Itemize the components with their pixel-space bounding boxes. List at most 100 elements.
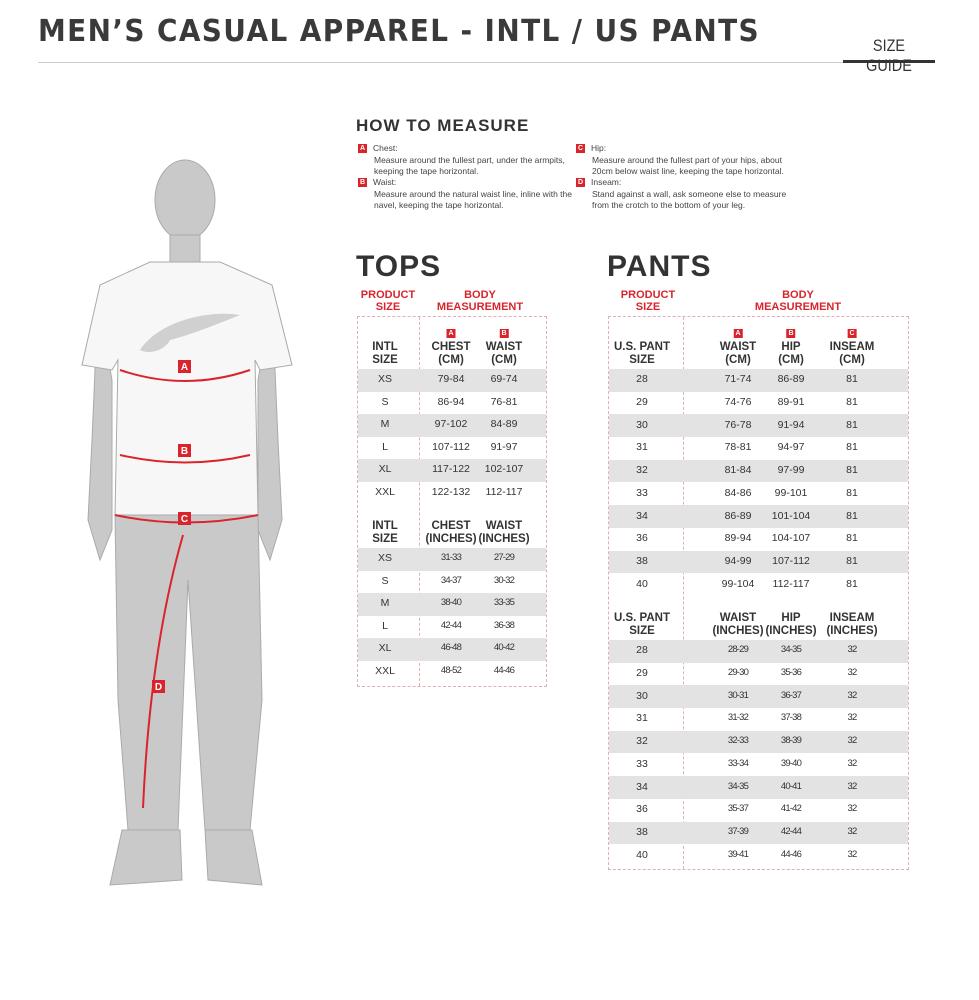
table-cell: 117-122 bbox=[432, 463, 470, 476]
column-header: HIP (INCHES) bbox=[765, 612, 816, 637]
table-cell: 34-35 bbox=[780, 644, 802, 656]
table-cell: XS bbox=[377, 373, 393, 386]
figure-head bbox=[154, 159, 216, 241]
table-cell: 81 bbox=[846, 373, 858, 386]
table-row: 31 78-81 94-97 81 bbox=[609, 437, 908, 460]
badge-b: B bbox=[358, 178, 367, 188]
table-cell: 29 bbox=[636, 667, 648, 680]
column-header: C INSEAM (CM) bbox=[830, 329, 874, 366]
table-cell: 28-29 bbox=[727, 644, 749, 656]
column-header-line: HIP bbox=[781, 612, 801, 624]
pants-title: PANTS bbox=[607, 250, 712, 283]
table-cell: 39-41 bbox=[727, 848, 749, 860]
table-cell: 81 bbox=[846, 441, 858, 454]
column-header: B HIP (CM) bbox=[778, 329, 804, 366]
table-row: XS 31-33 27-29 bbox=[358, 548, 546, 571]
column-divider bbox=[419, 317, 420, 686]
table-cell: 33-34 bbox=[727, 757, 749, 769]
table-cell: 42-44 bbox=[440, 619, 462, 631]
table-row: 38 37-39 42-44 32 bbox=[609, 821, 908, 845]
column-header-line: U.S. PANT bbox=[613, 612, 671, 624]
badge-c: C bbox=[847, 329, 857, 338]
table-cell: 38 bbox=[636, 554, 648, 567]
table-cell: 44-46 bbox=[493, 664, 515, 676]
table-cell: 84-89 bbox=[490, 418, 518, 431]
table-row: S 34-37 30-32 bbox=[358, 571, 546, 594]
measure-text: Stand against a wall, ask someone else t… bbox=[592, 188, 787, 211]
column-header: U.S. PANT SIZE bbox=[614, 341, 670, 366]
table-cell: 34 bbox=[636, 780, 648, 793]
table-cell: 38-40 bbox=[440, 597, 462, 609]
column-header: A CHEST (CM) bbox=[432, 329, 470, 366]
column-header-line: (CM) bbox=[725, 353, 751, 366]
table-cell: 81 bbox=[846, 509, 858, 522]
column-header-line: U.S. PANT bbox=[613, 341, 671, 353]
table-cell: 81 bbox=[846, 532, 858, 545]
table-row: 28 28-29 34-35 32 bbox=[609, 640, 908, 663]
table-cell: 46-48 bbox=[440, 642, 462, 654]
column-header: INTL SIZE bbox=[372, 341, 398, 366]
table-cell: XS bbox=[377, 552, 393, 565]
table-cell: 94-99 bbox=[724, 554, 752, 567]
table-cell: 31 bbox=[636, 712, 648, 725]
measure-text: Measure around the fullest part of your … bbox=[592, 154, 784, 177]
size-guide-tab[interactable]: SIZE GUIDE bbox=[866, 36, 912, 75]
table-cell: 28 bbox=[636, 644, 648, 657]
table-row: L 42-44 36-38 bbox=[358, 616, 546, 639]
figure-label-a: A bbox=[181, 362, 188, 373]
table-cell: 32 bbox=[847, 712, 858, 724]
measure-item-inseam: D Inseam: Stand against a wall, ask someo… bbox=[576, 177, 801, 212]
column-divider bbox=[683, 317, 684, 869]
table-cell: 44-46 bbox=[780, 848, 802, 860]
measure-label: Chest: bbox=[373, 143, 398, 153]
table-row: XL 117-122 102-107 bbox=[358, 459, 546, 482]
inseam-measure-line bbox=[142, 534, 184, 809]
table-cell: 112-117 bbox=[485, 485, 523, 498]
table-cell: 32 bbox=[847, 735, 858, 747]
table-row: 30 76-78 91-94 81 bbox=[609, 414, 908, 438]
tops-body-measurement-heading: BODY MEASUREMENT bbox=[436, 289, 524, 313]
badge-a: A bbox=[733, 329, 743, 338]
column-header-line: (INCHES) bbox=[826, 624, 878, 637]
table-cell: 31-33 bbox=[440, 552, 462, 564]
table-cell: 36-37 bbox=[780, 689, 802, 701]
table-cell: 30 bbox=[636, 418, 648, 431]
table-cell: 32 bbox=[847, 757, 858, 769]
header-divider bbox=[38, 62, 843, 63]
table-cell: M bbox=[380, 597, 390, 610]
column-header-line: WAIST bbox=[719, 341, 757, 353]
measure-label: Waist: bbox=[373, 177, 397, 187]
figure-label-d: D bbox=[155, 682, 162, 693]
table-cell: 40 bbox=[636, 848, 648, 861]
table-row: S 86-94 76-81 bbox=[358, 392, 546, 415]
table-cell: 32-33 bbox=[727, 735, 749, 747]
measure-text: Measure around the natural waist line, i… bbox=[374, 188, 572, 211]
table-row: 40 99-104 112-117 81 bbox=[609, 573, 908, 596]
brand-logo-icon bbox=[140, 313, 240, 352]
table-cell: 29 bbox=[636, 396, 648, 409]
table-cell: 81 bbox=[846, 464, 858, 477]
table-cell: 48-52 bbox=[440, 664, 462, 676]
table-row: 40 39-41 44-46 32 bbox=[609, 844, 908, 867]
column-header-line: (INCHES) bbox=[765, 624, 817, 637]
table-cell: 32 bbox=[847, 803, 858, 815]
table-row: M 97-102 84-89 bbox=[358, 414, 546, 437]
table-cell: 84-86 bbox=[724, 486, 752, 499]
column-header-line: (CM) bbox=[778, 353, 804, 366]
column-header-line: (INCHES) bbox=[425, 532, 477, 545]
table-cell: 27-29 bbox=[493, 552, 515, 564]
table-row: 28 71-74 86-89 81 bbox=[609, 369, 908, 392]
badge-b: B bbox=[786, 329, 796, 338]
table-cell: 37-38 bbox=[780, 712, 802, 724]
column-header-line: SIZE bbox=[629, 624, 655, 637]
table-cell: 32 bbox=[847, 644, 858, 656]
table-row: 32 81-84 97-99 81 bbox=[609, 459, 908, 483]
table-cell: S bbox=[381, 574, 389, 587]
table-cell: 89-94 bbox=[724, 532, 752, 545]
figure-label-c: C bbox=[181, 514, 188, 525]
table-cell: 81 bbox=[846, 418, 858, 431]
table-row: 36 35-37 41-42 32 bbox=[609, 799, 908, 822]
table-cell: 36-38 bbox=[493, 619, 515, 631]
chest-measure-line bbox=[119, 369, 251, 382]
badge-c: C bbox=[576, 144, 585, 154]
